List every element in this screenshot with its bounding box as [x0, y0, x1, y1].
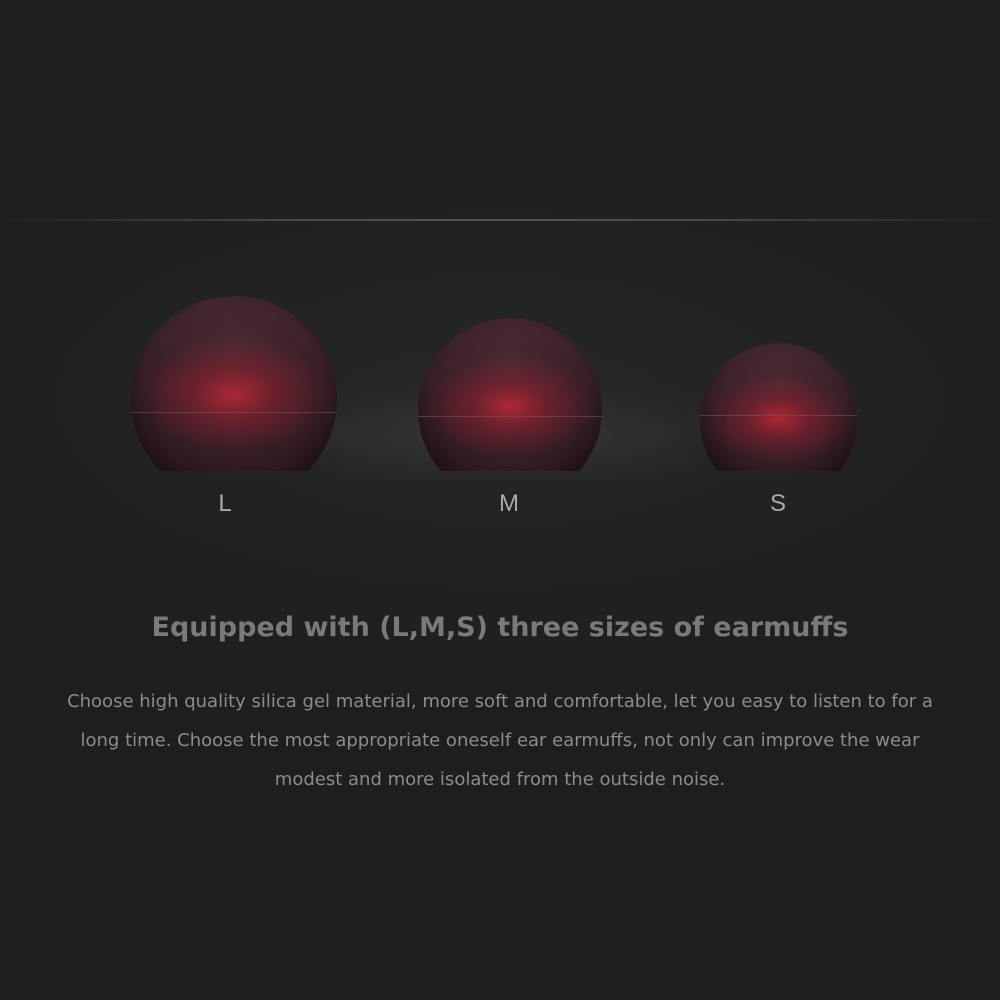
description-text: Choose high quality silica gel material,… — [67, 691, 933, 790]
headline: Equipped with (L,M,S) three sizes of ear… — [151, 612, 849, 643]
ear-tip-small-image — [700, 343, 857, 471]
horizon-line — [0, 219, 1000, 221]
size-label-small: S — [769, 490, 786, 517]
ear-tip-seam — [700, 415, 857, 416]
size-label-large: L — [218, 490, 232, 517]
ear-tip-display — [0, 296, 1000, 471]
ear-tip-seam — [418, 416, 602, 417]
size-label-medium: M — [499, 490, 519, 517]
ear-tip-large-image — [131, 296, 337, 471]
ear-tip-seam — [131, 412, 337, 413]
ear-tip-medium-image — [418, 318, 602, 471]
